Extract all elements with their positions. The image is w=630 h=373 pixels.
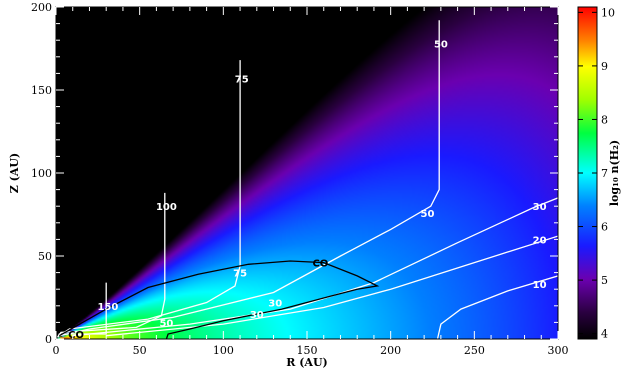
x-tick-label: 200	[380, 344, 401, 357]
contour-10	[436, 275, 558, 339]
contour-labels: 150 100 75 50 75 50 50 30 30 30 20 10 CO CO	[68, 40, 546, 342]
contour-label: CO	[312, 259, 328, 270]
contour-label: 50	[434, 40, 448, 51]
x-axis-title: R (AU)	[286, 356, 328, 369]
contour-label: 30	[268, 299, 282, 310]
y-axis: 0 50 100 150 200	[31, 1, 558, 346]
y-axis-title: Z (AU)	[8, 153, 21, 193]
contour-30	[72, 197, 558, 337]
y-tick-label: 100	[31, 167, 52, 180]
x-tick-label: 100	[213, 344, 234, 357]
colorbar-tick-label: 9	[601, 60, 608, 73]
contour-label: 50	[159, 318, 173, 329]
colorbar-tick-label: 8	[601, 113, 608, 126]
x-tick-label: 250	[464, 344, 485, 357]
y-tick-label: 50	[38, 250, 52, 263]
x-tick-label: 150	[297, 344, 318, 357]
colorbar-tick-label: 10	[601, 6, 615, 19]
contour-label: 20	[533, 235, 547, 246]
contour-label: 30	[533, 202, 547, 213]
colorbar-tick-label: 6	[601, 221, 608, 234]
colorbar-tick-label: 4	[601, 328, 608, 341]
contour-label: CO	[68, 330, 84, 341]
contour-label: 150	[97, 302, 118, 313]
contour-100	[57, 192, 166, 338]
contour-lines	[57, 20, 558, 339]
x-tick-label: 0	[53, 344, 60, 357]
density-map	[56, 7, 558, 339]
contour-label: 75	[233, 269, 247, 280]
contour-label: 30	[250, 310, 264, 321]
y-tick-label: 150	[31, 84, 52, 97]
x-tick-label: 50	[133, 344, 147, 357]
contour-label: 10	[533, 280, 547, 291]
colorbar-tick-label: 7	[601, 167, 608, 180]
contour-label: 75	[235, 74, 249, 85]
x-axis: 0 50 100 150 200 250 300	[53, 7, 569, 357]
contour-label: 100	[156, 202, 177, 213]
colorbar-tick-label: 5	[601, 274, 608, 287]
contour-co	[58, 260, 380, 339]
y-tick-label: 0	[45, 333, 52, 346]
colorbar-axis: 4 5 6 7 8 9 10	[578, 6, 615, 341]
y-tick-label: 200	[31, 1, 52, 14]
contour-label: 50	[421, 209, 435, 220]
colorbar-title: log₁₀ n(H₂)	[608, 140, 621, 206]
x-tick-label: 300	[548, 344, 569, 357]
contour-50	[59, 20, 440, 337]
